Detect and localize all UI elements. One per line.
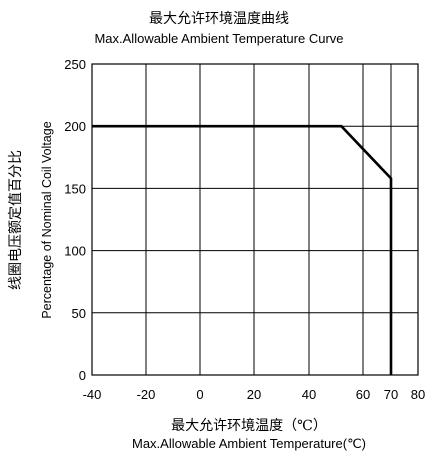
x-tick-label: 40: [302, 387, 316, 402]
x-tick-label: 60: [356, 387, 370, 402]
plot-frame: [91, 63, 419, 376]
x-tick-label: -20: [137, 387, 156, 402]
y-tick-label: 100: [64, 244, 86, 259]
x-tick-label: -40: [83, 387, 102, 402]
chart-title-cn: 最大允许环境温度曲线: [149, 11, 289, 27]
chart-title-en: Max.Allowable Ambient Temperature Curve: [94, 31, 344, 46]
x-tick-label: 80: [411, 387, 425, 402]
series-line: [92, 124, 393, 375]
y-tick-label: 250: [64, 57, 86, 72]
y-tick-label: 0: [79, 368, 86, 383]
x-tick-label: 20: [247, 387, 261, 402]
x-axis-label-cn: 最大允许环境温度（℃）: [171, 418, 327, 434]
x-axis-label-en: Max.Allowable Ambient Temperature(℃): [131, 436, 366, 451]
y-tick-label: 150: [64, 181, 86, 196]
x-tick-label: 0: [196, 387, 203, 402]
y-tick-label: 200: [64, 119, 86, 134]
x-tick-label: 70: [384, 387, 398, 402]
y-tick-label: 50: [72, 306, 86, 321]
